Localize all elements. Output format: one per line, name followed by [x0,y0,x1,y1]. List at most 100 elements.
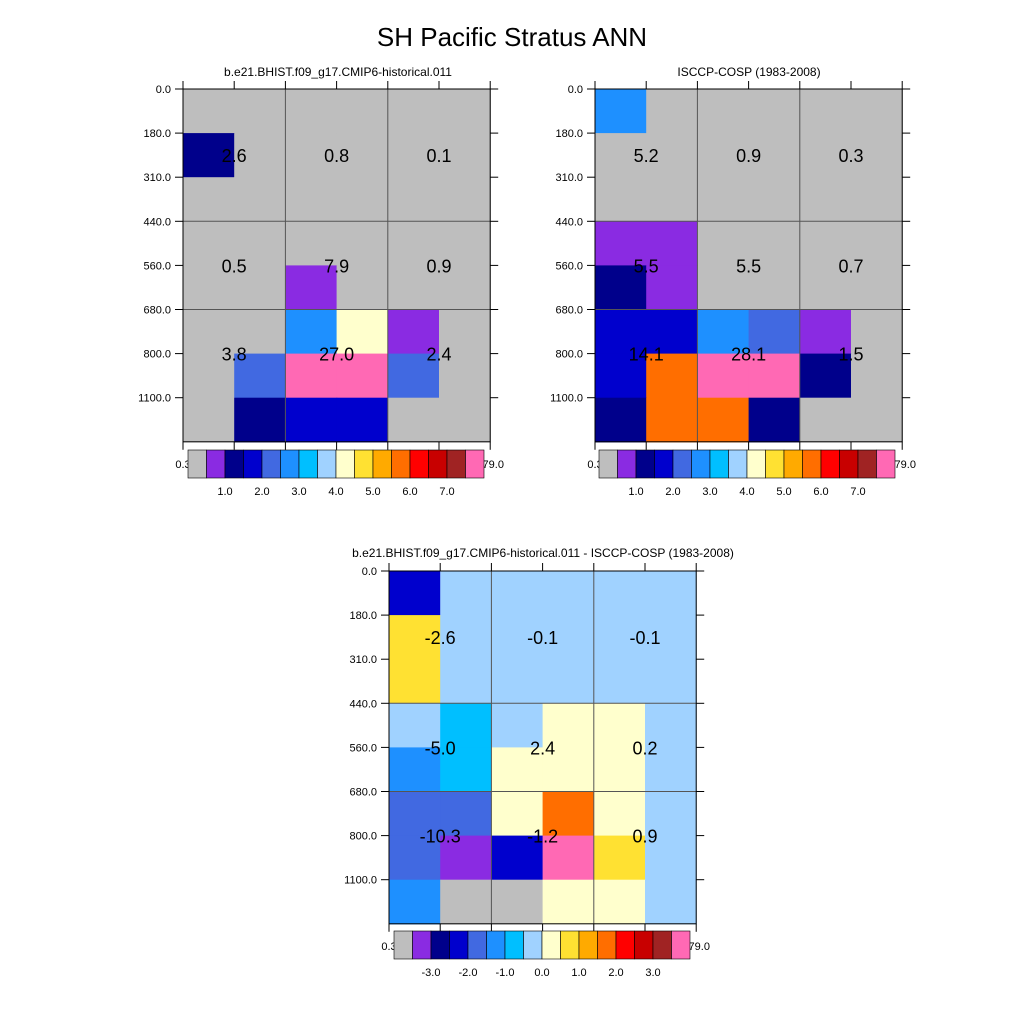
heatmap-cell [183,309,235,355]
heatmap-cell [491,747,544,793]
heatmap-cell [542,659,595,704]
colorbar-swatch [261,449,281,479]
colorbar-swatch [615,930,635,960]
heatmap-cell [440,879,492,925]
heatmap-cell [491,703,544,748]
colorbar-label: 0.0 [534,967,549,979]
heatmap-cell [387,89,440,134]
heatmap-cell [336,221,389,266]
colorbar-label: 1.0 [217,486,232,498]
colorbar-label: -1.0 [496,967,515,979]
heatmap-cell [491,879,544,925]
colorbar-swatch [224,449,244,479]
heatmap-cell [748,265,801,311]
y-tick-label: 1100.0 [550,393,583,405]
heatmap-cell [542,835,595,881]
heatmap-cell [491,659,544,704]
heatmap-cell [440,615,492,660]
colorbar-swatch [765,449,785,479]
heatmap-cell [285,177,338,222]
heatmap-cell [389,571,441,616]
colorbar-swatch [354,449,374,479]
heatmap-cell [851,133,903,178]
box-value-label: 0.9 [426,256,451,276]
heatmap-cell [234,133,286,178]
box-value-label: -0.1 [527,628,558,648]
heatmap-cell [440,703,492,748]
box-value-label: 7.9 [324,256,349,276]
colorbar-swatch [652,930,672,960]
heatmap-cell [748,353,801,399]
colorbar-label: 4.0 [328,486,343,498]
heatmap-cell [234,397,286,443]
panel-model: b.e21.BHIST.f09_g17.CMIP6-historical.011… [138,65,504,498]
heatmap-cell [645,835,697,881]
heatmap-cell [336,133,389,178]
colorbar-swatch [634,930,654,960]
colorbar-swatch [654,449,674,479]
y-tick-label: 310.0 [143,172,171,184]
heatmap-cell [593,615,646,660]
heatmap-cell [387,397,440,443]
y-tick-label: 560.0 [143,260,171,272]
colorbar-swatch [691,449,711,479]
heatmap-cell [593,835,646,881]
heatmap-cell [389,615,441,660]
heatmap-cell [799,309,852,355]
heatmap-cell [491,571,544,616]
box-value-label: 14.1 [629,345,664,365]
heatmap-cell [542,571,595,616]
box-value-label: 2.6 [222,146,247,166]
colorbar-label: 2.0 [665,486,680,498]
heatmap-cell [439,353,491,399]
heatmap-cell [748,133,801,178]
heatmap-cell [851,89,903,134]
heatmap-cell [595,265,647,311]
heatmap-cell [799,177,852,222]
colorbar-swatch [393,930,413,960]
heatmap-cell [285,397,338,443]
heatmap-cell [851,309,903,355]
heatmap-cell [234,309,286,355]
figure-title: SH Pacific Stratus ANN [377,22,647,52]
heatmap-cell [799,353,852,399]
heatmap-cell [646,177,698,222]
box-value-label: 0.5 [222,256,247,276]
heatmap-cell [595,353,647,399]
y-tick-label: 0.0 [568,84,583,96]
x-tick-label: 379.0 [888,459,916,471]
box-value-label: 3.8 [222,345,247,365]
heatmap-cell [851,221,903,266]
heatmap-cell [595,133,647,178]
heatmap-cell [851,265,903,311]
panel-diff: b.e21.BHIST.f09_g17.CMIP6-historical.011… [344,546,734,979]
colorbar-swatch [206,449,226,479]
heatmap-cell [697,133,750,178]
colorbar-label: 5.0 [776,486,791,498]
heatmap-cell [646,353,698,399]
y-tick-label: 440.0 [555,216,583,228]
colorbar-swatch [671,930,691,960]
y-tick-label: 180.0 [143,128,171,140]
heatmap-cell [595,221,647,266]
colorbar-swatch [857,449,877,479]
box-value-label: -1.2 [527,827,558,847]
box-value-label: 5.5 [634,256,659,276]
heatmap-cell [697,353,750,399]
box-value-label: -0.1 [629,628,660,648]
y-tick-label: 680.0 [349,787,377,799]
heatmap-cell [542,879,595,925]
heatmap-cell [697,177,750,222]
colorbar-swatch [243,449,263,479]
y-tick-label: 1100.0 [344,875,377,887]
heatmap-cell [799,89,852,134]
heatmap-cell [593,747,646,793]
heatmap-cell [542,791,595,837]
heatmap-cell [851,177,903,222]
heatmap-cell [799,221,852,266]
heatmap-cell [851,353,903,399]
heatmap-cell [646,265,698,311]
colorbar-swatch [578,930,598,960]
heatmap-cell [593,703,646,748]
